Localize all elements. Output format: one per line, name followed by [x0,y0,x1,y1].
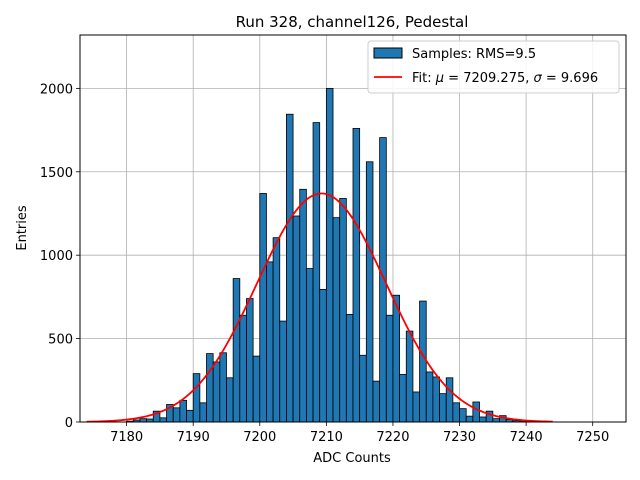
x-tick-label: 7230 [443,430,476,445]
plot-frame [79,34,627,423]
histogram-bar [266,261,274,423]
x-tick-label: 7190 [177,430,210,445]
histogram-bar [312,122,321,423]
x-tick-label: 7180 [110,430,143,445]
histogram-bar [226,377,234,423]
histogram-bar [159,417,167,423]
histogram-bar [365,161,374,423]
histogram-bar [299,188,307,423]
histogram-bar [279,320,287,423]
histogram-bar [332,217,341,423]
y-tick-label: 1500 [40,166,73,181]
histogram-bar [419,300,427,423]
histogram-bar [492,418,500,423]
legend-label-samples: Samples: RMS=9.5 [412,47,536,62]
histogram-bar [445,377,454,423]
histogram-bar [479,416,487,423]
legend-swatch-samples [373,47,403,59]
histogram-bar [219,352,227,423]
x-tick-label: 7220 [376,430,409,445]
histogram-bar [252,355,261,423]
y-tick-label: 0 [65,416,73,431]
chart-title: Run 328, channel126, Pedestal [236,13,469,31]
histogram-bar [465,415,474,423]
histogram-bar [399,374,407,423]
histogram-bar [425,371,434,423]
histogram-bar [172,407,181,423]
histogram-bar [325,87,334,423]
fit-curve [86,192,553,423]
histogram-bar [272,237,281,423]
histogram-bars [126,87,534,423]
histogram-bar [186,409,194,423]
histogram-bar [179,399,187,423]
histogram-bar [246,298,254,423]
histogram-bar [392,294,401,423]
histogram-bar [405,330,414,423]
y-tick-label: 500 [48,333,73,348]
histogram-bar [452,402,460,423]
legend-label-fit: Fit: μ = 7209.275, σ = 9.696 [412,71,598,86]
y-tick-label: 1000 [40,249,73,264]
y-axis-ticks: 0 500 1000 1500 2000 [40,82,80,431]
x-tick-label: 7200 [243,430,276,445]
histogram-bar [372,380,381,423]
histogram-bar [239,314,247,423]
histogram-bar [359,354,367,423]
histogram-bar [472,401,480,423]
histogram-bar [139,418,147,423]
histogram-bar [259,193,267,423]
histogram-bar [305,268,314,423]
histogram-bar [232,278,241,423]
histogram-bar [412,391,420,423]
x-tick-label: 7210 [310,430,343,445]
legend-box [367,40,620,94]
histogram-bar [339,198,347,423]
histogram-bar [345,314,354,423]
legend: Samples: RMS=9.5 Fit: μ = 7209.275, σ = … [367,40,620,94]
histogram-bar [292,215,301,423]
histogram-bar [319,288,327,423]
x-axis-label: ADC Counts [313,451,391,466]
histogram-bar [286,113,294,423]
histogram-bar [212,361,221,423]
histogram-bar [385,314,394,423]
y-tick-label: 2000 [40,82,73,97]
x-axis-ticks: 7180 7190 7200 7210 7220 7230 7240 7250 [110,422,609,445]
histogram-bar [352,128,361,423]
x-tick-label: 7240 [510,430,543,445]
histogram-bar [432,376,440,423]
histogram-bar [459,408,467,423]
histogram-bar [206,353,214,423]
histogram-bar [199,402,207,423]
histogram-bar [439,393,447,423]
y-axis-label: Entries [15,205,30,251]
histogram-bar [192,373,201,423]
x-tick-label: 7250 [576,430,609,445]
